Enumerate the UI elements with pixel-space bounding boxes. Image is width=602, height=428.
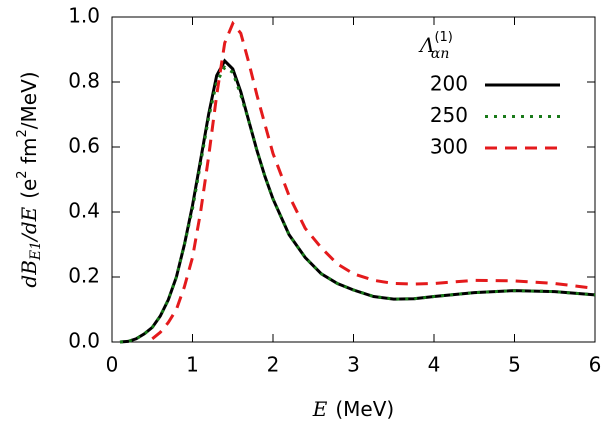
y-tick-label: 0.0 bbox=[68, 329, 100, 353]
y-label-part: 2 bbox=[15, 170, 30, 178]
legend-label: 250 bbox=[430, 103, 468, 127]
y-label-part: /MeV) bbox=[17, 71, 41, 129]
x-tick-label: 0 bbox=[106, 353, 119, 377]
legend-title-part: (1) bbox=[434, 30, 452, 45]
y-label-part: fm bbox=[17, 138, 41, 171]
legend-title-part: αn bbox=[431, 46, 449, 62]
y-tick-label: 0.6 bbox=[68, 134, 100, 158]
series-line bbox=[151, 20, 596, 340]
y-label-part: dB bbox=[17, 260, 41, 288]
y-label-part: /dE bbox=[17, 206, 41, 243]
legend-label: 300 bbox=[430, 135, 468, 159]
y-axis-label: dBE1/dE(e2 fm2/MeV) bbox=[15, 71, 45, 287]
y-tick-label: 1.0 bbox=[68, 4, 100, 28]
y-label-part: E1 bbox=[28, 241, 44, 261]
series-line bbox=[119, 65, 596, 344]
x-tick-label: 6 bbox=[589, 353, 602, 377]
series-line bbox=[119, 58, 596, 344]
x-tick-label: 3 bbox=[347, 353, 360, 377]
x-label-var: E bbox=[312, 397, 328, 421]
x-tick-label: 4 bbox=[428, 353, 441, 377]
y-tick-label: 0.4 bbox=[68, 199, 100, 223]
x-label-unit: (MeV) bbox=[335, 397, 394, 421]
y-tick-label: 0.8 bbox=[68, 69, 100, 93]
plot-frame bbox=[111, 16, 596, 343]
y-label-part: (e bbox=[17, 179, 41, 199]
x-tick-label: 2 bbox=[267, 353, 280, 377]
x-tick-label: 5 bbox=[508, 353, 521, 377]
x-axis-label: E (MeV) bbox=[312, 397, 394, 421]
y-tick-label: 0.2 bbox=[68, 264, 100, 288]
legend-label: 200 bbox=[430, 72, 468, 96]
x-tick-label: 1 bbox=[186, 353, 199, 377]
y-label-part: 2 bbox=[15, 129, 30, 137]
legend-title: Λ(1) αn bbox=[418, 30, 453, 63]
legend-title-part: Λ bbox=[418, 33, 434, 57]
